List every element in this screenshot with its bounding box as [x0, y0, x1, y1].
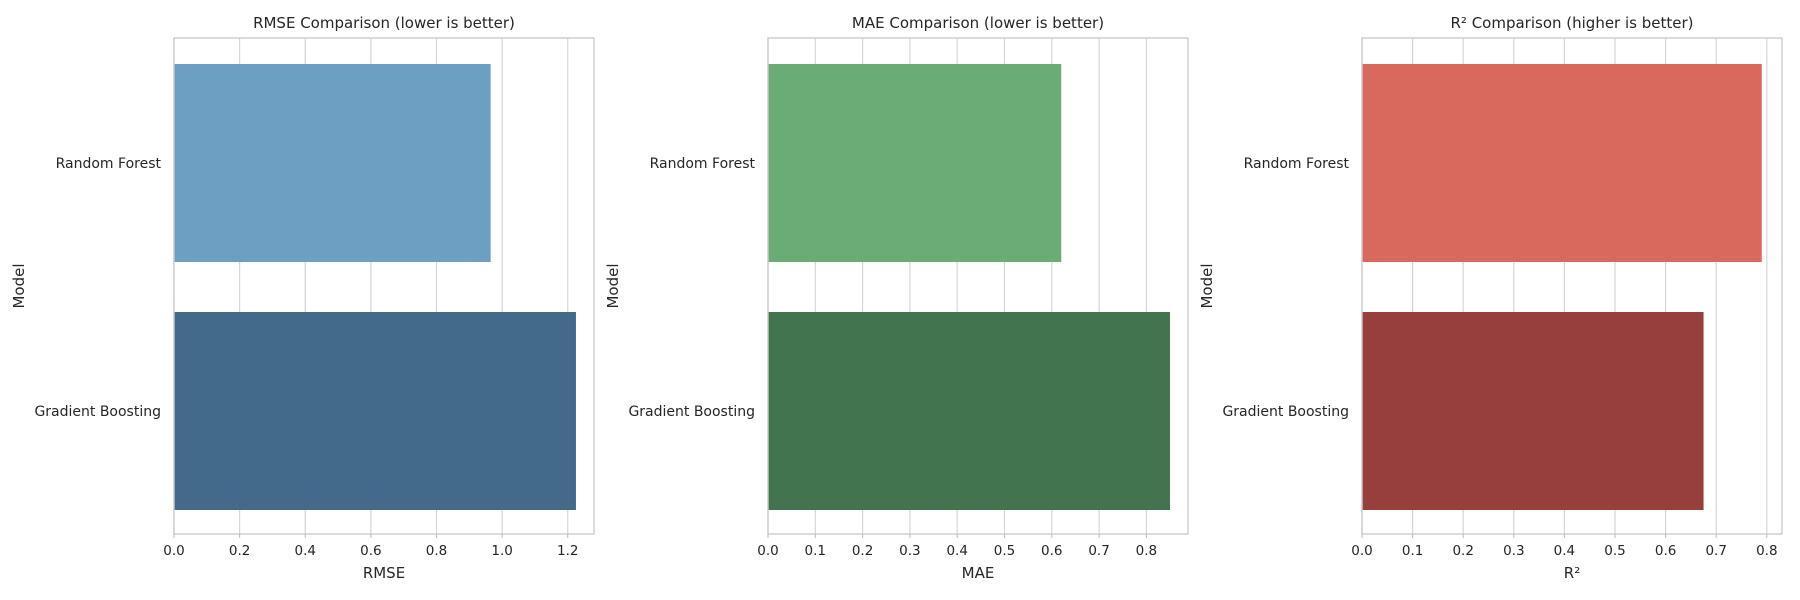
- x-tick-label: 0.2: [852, 543, 873, 559]
- chart-panel-3: R² Comparison (higher is better) 0.0 0.1 0.…: [1198, 14, 1783, 582]
- x-tick-label: 0.8: [426, 543, 447, 559]
- plot-frame: [1361, 37, 1783, 535]
- plot-frame: [767, 37, 1189, 535]
- x-axis-label: RMSE: [363, 564, 405, 582]
- chart-title: RMSE Comparison (lower is better): [253, 14, 515, 32]
- x-tick-label: 0.5: [994, 543, 1015, 559]
- category-label: Random Forest: [56, 156, 162, 172]
- x-tick-label: 0.6: [360, 543, 381, 559]
- x-tick-label: 0.8: [1136, 543, 1157, 559]
- x-tick-label: 0.6: [1041, 543, 1062, 559]
- category-label: Random Forest: [650, 156, 756, 172]
- x-tick-label: 0.6: [1655, 543, 1676, 559]
- x-tick-label: 0.8: [1756, 543, 1777, 559]
- x-tick-label: 0.4: [946, 543, 967, 559]
- bar-random-forest: [174, 64, 491, 262]
- x-tick-label: 0.5: [1604, 543, 1625, 559]
- x-tick-label: 0.4: [1554, 543, 1575, 559]
- y-axis-label: Model: [10, 263, 28, 308]
- category-label: Gradient Boosting: [34, 404, 161, 420]
- bar-gradient-boosting: [768, 312, 1171, 510]
- x-tick-label: 0.1: [1402, 543, 1423, 559]
- x-tick-label: 0.7: [1088, 543, 1109, 559]
- x-tick-label: 1.2: [557, 543, 578, 559]
- category-label: Gradient Boosting: [628, 404, 755, 420]
- x-tick-label: 0.4: [295, 543, 316, 559]
- x-tick-label: 0.0: [1351, 543, 1372, 559]
- x-tick-label: 1.0: [491, 543, 512, 559]
- y-axis-label: Model: [1198, 263, 1216, 308]
- bar-gradient-boosting: [174, 312, 576, 510]
- x-axis-label: R²: [1564, 564, 1580, 582]
- x-tick-label: 0.3: [899, 543, 920, 559]
- plot-frame: [173, 37, 595, 535]
- x-tick-label: 0.0: [757, 543, 778, 559]
- y-axis-label: Model: [604, 263, 622, 308]
- x-tick-label: 0.1: [805, 543, 826, 559]
- bar-gradient-boosting: [1362, 312, 1704, 510]
- chart-title: MAE Comparison (lower is better): [852, 14, 1104, 32]
- category-label: Random Forest: [1244, 156, 1350, 172]
- x-tick-label: 0.7: [1705, 543, 1726, 559]
- x-tick-label: 0.2: [1452, 543, 1473, 559]
- chart-title: R² Comparison (higher is better): [1450, 14, 1693, 32]
- category-label: Gradient Boosting: [1222, 404, 1349, 420]
- chart-panel-2: MAE Comparison (lower is better) 0.0 0.1 0.…: [604, 14, 1189, 582]
- bar-random-forest: [1362, 64, 1762, 262]
- x-tick-label: 0.3: [1503, 543, 1524, 559]
- x-tick-label: 0.0: [163, 543, 184, 559]
- chart-panel-1: RMSE Comparison (lower is better) 0.0 0.2 0…: [10, 14, 595, 582]
- x-axis-label: MAE: [962, 564, 995, 582]
- bar-random-forest: [768, 64, 1062, 262]
- x-tick-label: 0.2: [229, 543, 250, 559]
